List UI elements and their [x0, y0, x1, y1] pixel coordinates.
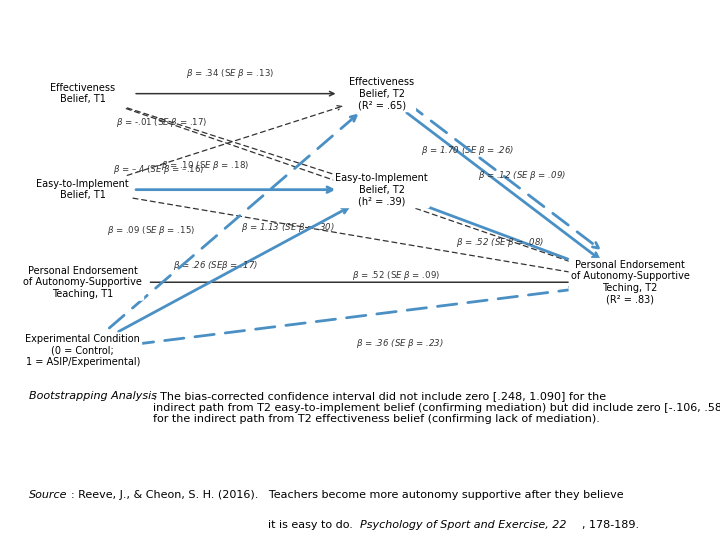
Text: $\beta$ = .12 (S$E$ $\beta$ = .09): $\beta$ = .12 (S$E$ $\beta$ = .09) [478, 170, 566, 183]
Text: $\beta$ = .36 (S$E$ $\beta$ = .23): $\beta$ = .36 (S$E$ $\beta$ = .23) [356, 338, 444, 350]
Text: $\beta$ = 1.70 (S$E$ $\beta$ = .26): $\beta$ = 1.70 (S$E$ $\beta$ = .26) [421, 144, 515, 157]
Text: Easy-to-Implement
Belief, T2
(h² = .39): Easy-to-Implement Belief, T2 (h² = .39) [336, 173, 428, 206]
Text: $\beta$ = .09 (S$E$ $\beta$ = .15): $\beta$ = .09 (S$E$ $\beta$ = .15) [107, 224, 195, 237]
Text: Psychology of Sport and Exercise, 22: Psychology of Sport and Exercise, 22 [360, 520, 567, 530]
Text: $\beta$ = 1.13 (S$E$ $\beta$ = .30): $\beta$ = 1.13 (S$E$ $\beta$ = .30) [241, 221, 335, 234]
Text: $\beta$ = .26 (S$E$$\beta$ = .17): $\beta$ = .26 (S$E$$\beta$ = .17) [174, 259, 258, 272]
Text: Source: Source [29, 490, 67, 501]
Text: $\beta$ = -.01 (S$E$ $\beta$ = .17): $\beta$ = -.01 (S$E$ $\beta$ = .17) [117, 116, 207, 129]
Text: : Reeve, J., & Cheon, S. H. (2016).   Teachers become more autonomy supportive a: : Reeve, J., & Cheon, S. H. (2016). Teac… [71, 490, 624, 501]
Text: it is easy to do.: it is easy to do. [268, 520, 360, 530]
Text: Effectiveness
Belief, T1: Effectiveness Belief, T1 [50, 83, 115, 104]
Text: Experimental Condition
(0 = Control;
1 = ASIP/Experimental): Experimental Condition (0 = Control; 1 =… [25, 334, 140, 367]
Text: $\beta$ = .52 (S$E$ $\beta$ = .08): $\beta$ = .52 (S$E$ $\beta$ = .08) [456, 237, 544, 249]
Text: : The bias-corrected confidence interval did not include zero [.248, 1.090] for : : The bias-corrected confidence interval… [153, 391, 720, 424]
Text: , 178-189.: , 178-189. [582, 520, 639, 530]
Text: $\beta$ = .52 (S$E$ $\beta$ = .09): $\beta$ = .52 (S$E$ $\beta$ = .09) [352, 269, 440, 282]
Text: 10.  Why Do Teachers Become More Autonomy Supportive during ASIP?: 10. Why Do Teachers Become More Autonomy… [18, 14, 720, 31]
Text: $\beta$ = –.4 (S$E$ $\beta$ = –.16): $\beta$ = –.4 (S$E$ $\beta$ = –.16) [113, 163, 204, 176]
Text: Effectiveness
Belief, T2
(R² = .65): Effectiveness Belief, T2 (R² = .65) [349, 77, 414, 110]
Text: $\beta$ = .34 (S$E$ $\beta$ = .13): $\beta$ = .34 (S$E$ $\beta$ = .13) [186, 66, 274, 79]
Text: Bootstrapping Analysis: Bootstrapping Analysis [29, 391, 157, 401]
Text: Personal Endorsement
of Autonomy-Supportive
Teaching, T1: Personal Endorsement of Autonomy-Support… [23, 266, 143, 299]
Text: $\beta$ = .10 (S$E$ $\beta$ = .18): $\beta$ = .10 (S$E$ $\beta$ = .18) [161, 159, 249, 172]
Text: Personal Endorsement
of Autonomy-Supportive
Teching, T2
(R² = .83): Personal Endorsement of Autonomy-Support… [570, 260, 690, 305]
Text: Easy-to-Implement
Belief, T1: Easy-to-Implement Belief, T1 [37, 179, 129, 200]
